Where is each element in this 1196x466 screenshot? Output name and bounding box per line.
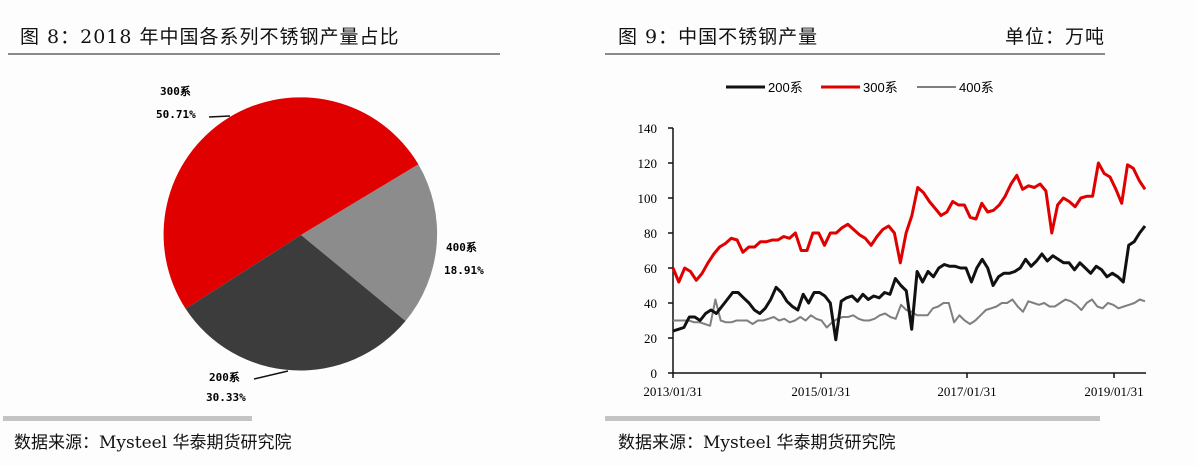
- svg-text:120: 120: [638, 156, 658, 171]
- unit-label: 单位：万吨: [1005, 26, 1106, 48]
- label-400-name: 400系: [446, 240, 477, 254]
- legend: 200系 300系 400系: [726, 80, 994, 95]
- pie-source: 数据来源：Mysteel 华泰期货研究院: [14, 433, 292, 453]
- legend-200: 200系: [768, 80, 803, 95]
- title-divider: [605, 53, 1105, 55]
- axes: [672, 128, 1146, 374]
- footer-rule-right: [605, 416, 1100, 421]
- pie-slice-300: [163, 97, 419, 309]
- label-400-value: 18.91%: [444, 264, 484, 277]
- legend-300: 300系: [863, 80, 898, 95]
- line-panel: 图 9：中国不锈钢产量 单位：万吨 数据来源：Mysteel 华泰期货研究院: [600, 0, 1196, 466]
- line-chart-title: 图 9：中国不锈钢产量: [618, 26, 819, 48]
- legend-400: 400系: [959, 80, 994, 95]
- leader-200: [253, 370, 289, 380]
- svg-text:0: 0: [651, 366, 658, 381]
- pie-slice-200: [185, 235, 406, 371]
- svg-text:20: 20: [644, 331, 657, 346]
- label-200-value: 30.33%: [206, 391, 246, 404]
- leader-300: [208, 115, 231, 118]
- x-axis-ticks: 2013/01/31 2015/01/31 2017/01/31 2019/01/31: [643, 373, 1144, 399]
- series-200-line: [672, 225, 1147, 342]
- title-divider: [8, 53, 500, 55]
- pie-slice-400: [301, 164, 438, 321]
- pie-chart: 300系 50.71% 400系 18.91% 200系 30.33%: [156, 84, 484, 404]
- label-200-name: 200系: [209, 370, 240, 384]
- svg-text:80: 80: [644, 226, 657, 241]
- pie-chart-title: 图 8：2018 年中国各系列不锈钢产量占比: [20, 26, 400, 48]
- y-axis-ticks: 0 20 40 60 80 100 120 140: [638, 121, 673, 381]
- svg-text:60: 60: [644, 261, 657, 276]
- footer-rule-left-real: [3, 416, 252, 421]
- svg-text:100: 100: [638, 191, 658, 206]
- svg-text:2013/01/31: 2013/01/31: [643, 384, 702, 399]
- series-lines: [671, 161, 1147, 342]
- series-300-line: [671, 161, 1147, 284]
- label-300-value: 50.71%: [156, 108, 196, 121]
- label-300-name: 300系: [160, 84, 191, 98]
- svg-text:2019/01/31: 2019/01/31: [1084, 384, 1143, 399]
- svg-text:140: 140: [638, 121, 658, 136]
- svg-text:2017/01/31: 2017/01/31: [937, 384, 996, 399]
- line-source: 数据来源：Mysteel 华泰期货研究院: [618, 433, 896, 453]
- svg-text:40: 40: [644, 296, 657, 311]
- svg-text:2015/01/31: 2015/01/31: [791, 384, 850, 399]
